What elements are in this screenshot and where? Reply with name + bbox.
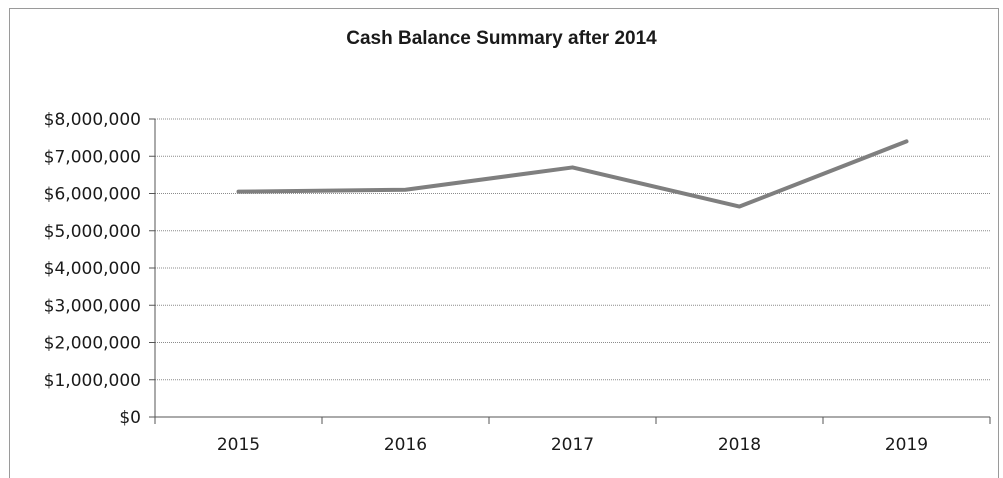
data-point bbox=[571, 165, 574, 169]
data-point bbox=[738, 205, 741, 209]
y-tick-label: $5,000,000 bbox=[44, 222, 141, 242]
series-layer bbox=[236, 139, 909, 209]
y-tick-label: $3,000,000 bbox=[44, 296, 141, 316]
x-tick-label: 2018 bbox=[718, 435, 761, 455]
x-tick-label: 2016 bbox=[384, 435, 427, 455]
x-tick-labels: 2015 2016 2017 2018 2019 bbox=[217, 435, 928, 455]
y-tick-label: $1,000,000 bbox=[44, 371, 141, 391]
x-tick-label: 2017 bbox=[551, 435, 594, 455]
y-tick-label: $6,000,000 bbox=[44, 185, 141, 205]
y-tick-labels: $0 $1,000,000 $2,000,000 $3,000,000 $4,000,0… bbox=[44, 110, 141, 428]
y-tick-label: $0 bbox=[119, 408, 141, 428]
y-tick-label: $7,000,000 bbox=[44, 147, 141, 167]
x-tick-label: 2015 bbox=[217, 435, 260, 455]
data-point bbox=[905, 139, 908, 143]
data-point bbox=[237, 190, 240, 194]
y-tick-label: $8,000,000 bbox=[44, 110, 141, 130]
y-tick-label: $4,000,000 bbox=[44, 259, 141, 279]
x-tick-label: 2019 bbox=[885, 435, 928, 455]
chart-frame bbox=[9, 8, 999, 478]
axes bbox=[149, 118, 991, 424]
chart-title: Cash Balance Summary after 2014 bbox=[346, 28, 657, 49]
y-tick-label: $2,000,000 bbox=[44, 334, 141, 354]
series-line bbox=[236, 139, 909, 209]
data-point bbox=[404, 188, 407, 192]
